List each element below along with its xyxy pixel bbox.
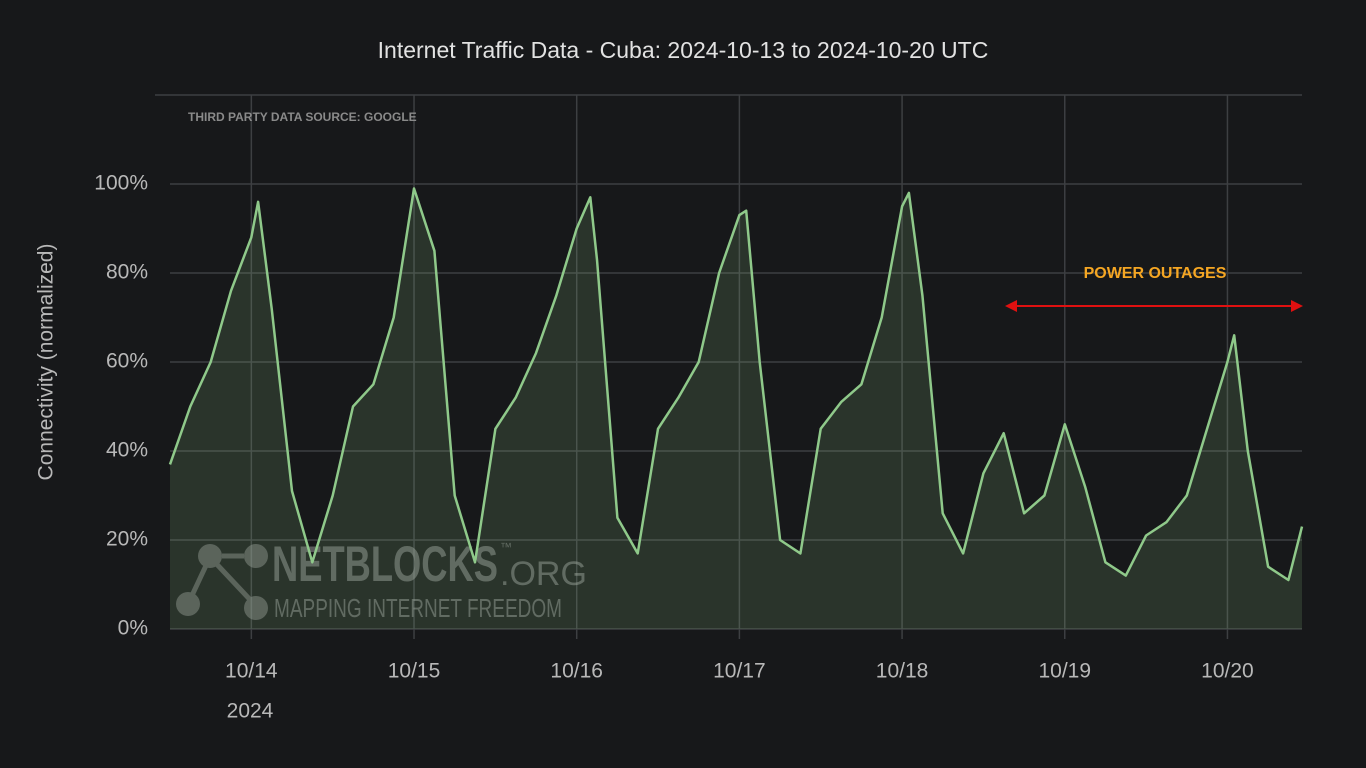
plot	[168, 187, 1304, 629]
logo-link	[185, 555, 213, 606]
x-tick-label: 10/19	[1038, 660, 1091, 683]
x-tick-label: 10/16	[550, 660, 603, 683]
x-tick-label: 10/15	[388, 660, 441, 683]
annotation-arrow	[1005, 300, 1303, 312]
watermark-suffix: .ORG	[500, 555, 587, 593]
watermark-name: NETBLOCKS	[272, 536, 498, 592]
x-tick-label: 10/14	[225, 660, 278, 683]
logo-node	[244, 596, 268, 620]
logo-link	[208, 555, 258, 608]
watermark-tagline: MAPPING INTERNET FREEDOM	[274, 593, 562, 623]
y-tick-label: 40%	[106, 439, 148, 462]
logo-node	[198, 544, 222, 568]
y-tick-label: 100%	[94, 172, 148, 195]
x-tick-label: 10/20	[1201, 660, 1254, 683]
chart-title: Internet Traffic Data - Cuba: 2024-10-13…	[378, 37, 989, 63]
annotation: POWER OUTAGES	[1084, 265, 1227, 282]
y-tick-label: 0%	[118, 617, 148, 640]
logo-node	[176, 592, 200, 616]
y-tick-label: 80%	[106, 261, 148, 284]
y-tick-label: 60%	[106, 350, 148, 373]
x-tick-label: 10/18	[876, 660, 929, 683]
arrow-head	[1005, 300, 1017, 312]
y-axis-label: Connectivity (normalized)	[35, 244, 58, 481]
arrow-head	[1291, 300, 1303, 312]
y-tick-label: 20%	[106, 528, 148, 551]
watermark: NETBLOCKS .ORG ™ MAPPING INTERNET FREEDO…	[176, 536, 587, 623]
area	[170, 188, 1302, 629]
source-note: THIRD PARTY DATA SOURCE: GOOGLE	[188, 110, 417, 124]
watermark-tm: ™	[500, 540, 512, 554]
grid	[155, 94, 1302, 639]
x-tick-label: 10/17	[713, 660, 766, 683]
x-year-label: 2024	[227, 700, 274, 723]
line	[168, 187, 1304, 582]
logo-node	[244, 544, 268, 568]
